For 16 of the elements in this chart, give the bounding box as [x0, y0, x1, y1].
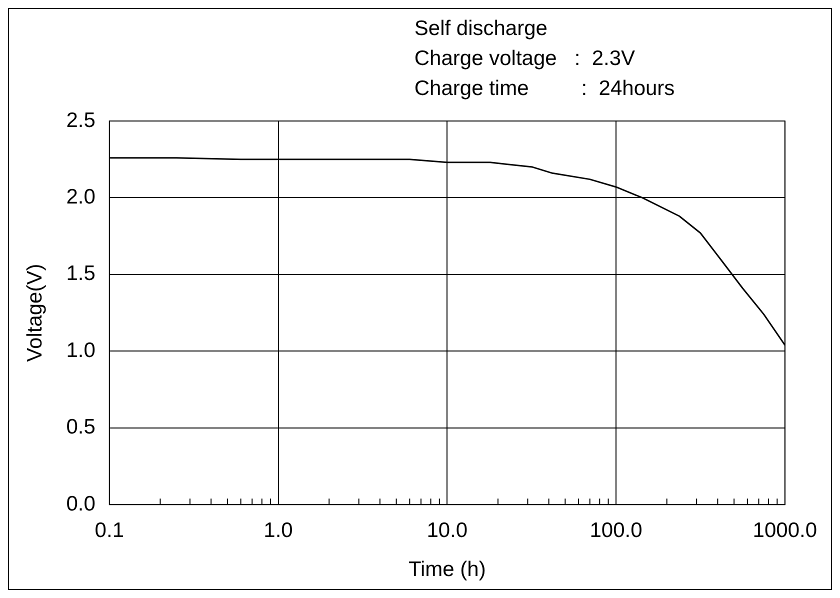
x-axis-title: Time (h)	[408, 558, 486, 582]
y-tick-label: 1.5	[66, 262, 96, 286]
y-tick-label: 2.0	[66, 186, 96, 209]
y-axis-title: Voltage(V)	[23, 264, 46, 362]
x-tick-label: 0.1	[94, 518, 124, 542]
x-tick-label: 10.0	[426, 518, 468, 542]
x-tick-label: 1.0	[264, 518, 293, 542]
y-tick-label: 0.0	[66, 492, 96, 516]
text: Charge time : 24hours	[414, 77, 675, 100]
y-tick-label: 1.0	[66, 338, 96, 362]
y-tick-label: 2.5	[66, 108, 96, 132]
text: Self discharge	[414, 17, 548, 40]
x-tick-label: 100.0	[590, 518, 642, 542]
x-tick-label: 1000.0	[752, 518, 817, 542]
text: Charge voltage : 2.3V	[414, 47, 636, 70]
y-tick-label: 0.5	[66, 416, 96, 439]
